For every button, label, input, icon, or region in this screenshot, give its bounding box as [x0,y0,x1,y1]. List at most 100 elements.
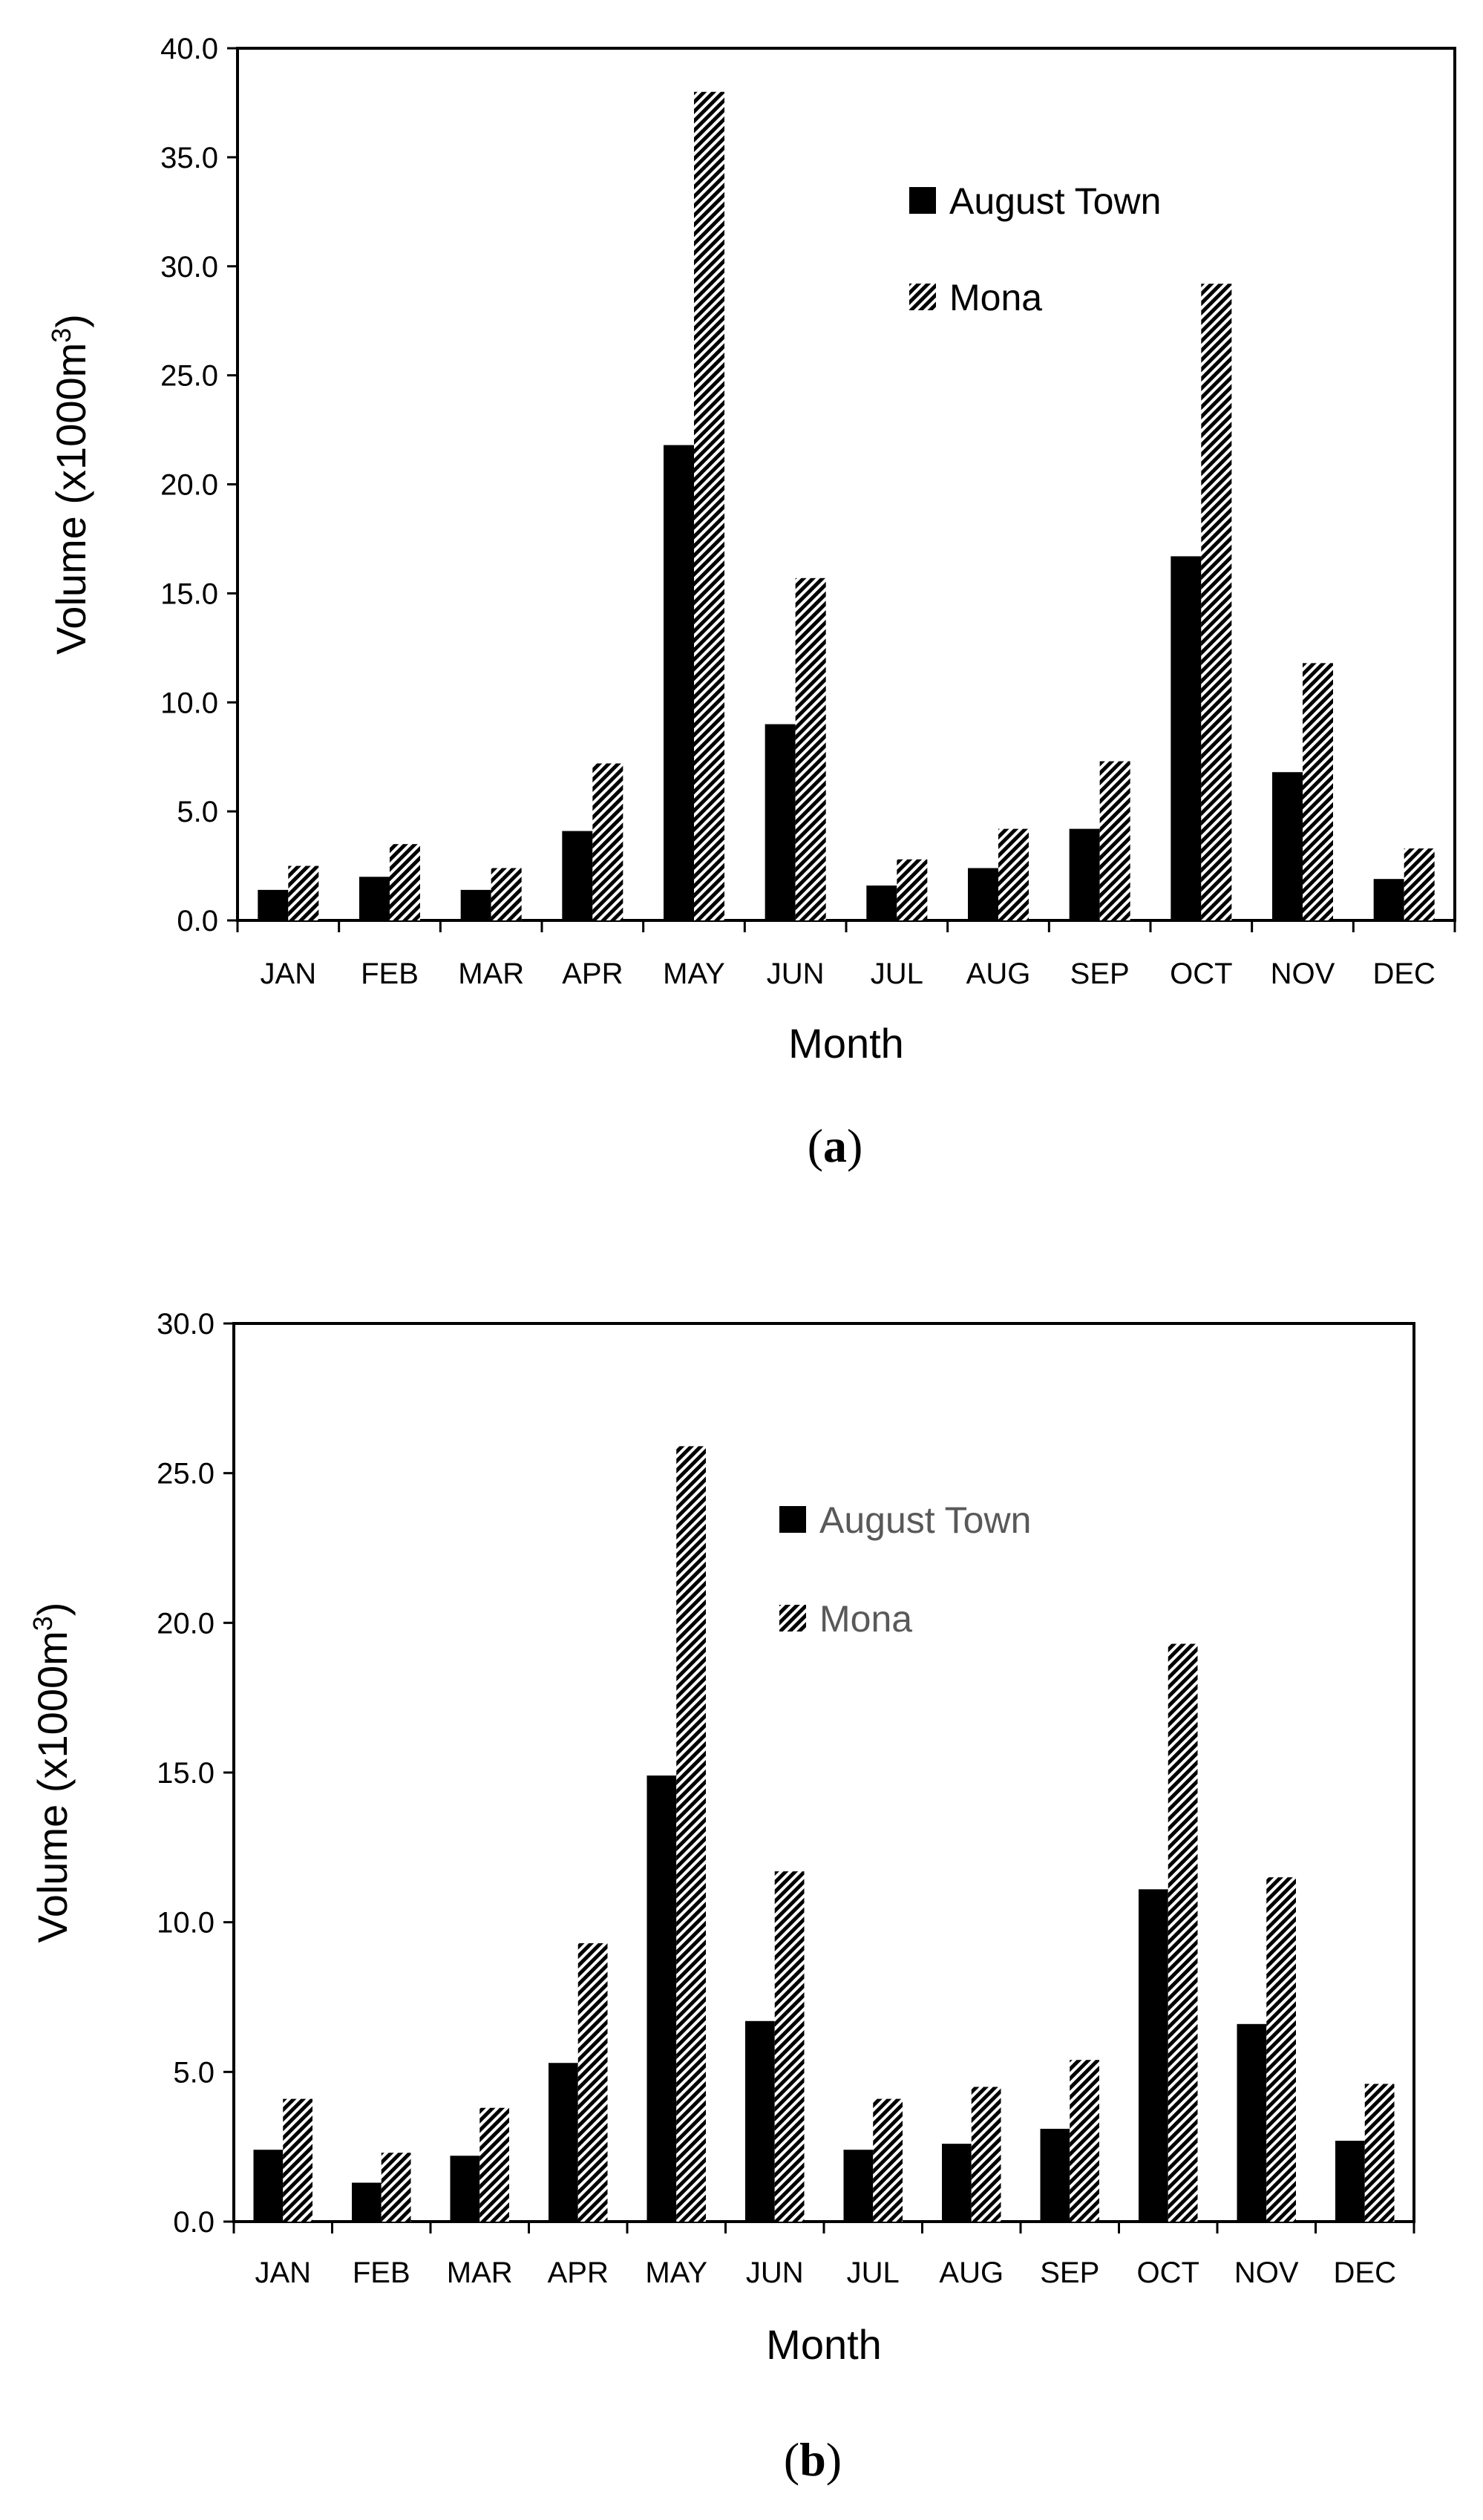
chart-a: 0.0 5.0 10.0 15.0 20.0 25.0 30.0 35.0 40.0 JAN FEB… [46,33,1456,1172]
chart-a-y-tick-label: 20.0 [160,469,218,502]
chart-a-bar-mona-mar [491,868,522,920]
chart-a-legend-swatch-august-town [909,187,936,214]
chart-a-bar-mona-jul [897,859,928,920]
chart-b-bar-august-town-oct [1139,1889,1168,2222]
chart-a-x-tick-label: JUN [767,958,825,990]
chart-b-x-tick-label: JUL [847,2256,900,2289]
chart-a-x-tick-label: DEC [1372,958,1435,990]
chart-b-bar-august-town-aug [942,2144,972,2222]
chart-b-bar-mona-mar [479,2107,509,2222]
chart-b-bar-august-town-sep [1040,2128,1070,2222]
chart-b-y-axis-label: Volume (x1000m3) [27,1603,76,1943]
chart-a-x-tick-label: APR [562,958,623,990]
chart-a-legend-swatch-mona [909,284,936,310]
chart-b-bar-mona-jun [774,1871,805,2222]
chart-a-x-tick-label: SEP [1070,958,1130,990]
chart-b-x-tick-label: MAR [447,2256,513,2289]
chart-a-bar-august-town-sep [1069,828,1100,920]
chart-b-x-tick-label: JUN [746,2256,804,2289]
chart-b-x-tick-label: APR [548,2256,609,2289]
chart-a-panel-label: (a) [808,1119,863,1172]
chart-b-bar-august-town-feb [352,2182,382,2222]
chart-b-bar-mona-dec [1364,2084,1395,2222]
chart-a-bar-mona-aug [998,828,1029,920]
chart-b-bar-august-town-dec [1335,2141,1365,2222]
chart-a-bar-august-town-jul [866,886,897,920]
chart-a-x-tick-label: MAR [458,958,524,990]
chart-a-y-tick-label: 40.0 [160,33,218,65]
chart-b-y-tick-label: 0.0 [173,2206,215,2239]
chart-b-bar-august-town-jul [843,2150,874,2222]
chart-b-x-tick-label: FEB [353,2256,410,2289]
chart-a-y-tick-label: 0.0 [177,905,218,937]
chart-b-bar-august-town-apr [549,2063,578,2222]
chart-b: 0.0 5.0 10.0 15.0 20.0 25.0 30.0 JAN FEB MAR APR MA… [27,1308,1415,2486]
chart-b-bar-mona-aug [971,2087,1001,2222]
chart-b-legend-swatch-mona [779,1605,806,1632]
chart-a-legend-label-mona: Mona [949,277,1042,318]
chart-a-bar-mona-apr [592,763,623,920]
chart-b-bar-august-town-jun [745,2020,775,2222]
chart-b-bar-mona-jul [873,2098,903,2222]
chart-a-bar-mona-jun [795,577,826,920]
chart-b-y-tick-label: 25.0 [157,1458,215,1490]
chart-a-y-tick-label: 35.0 [160,142,218,174]
chart-a-x-tick-label: AUG [966,958,1031,990]
chart-b-bar-august-town-nov [1237,2023,1267,2222]
chart-b-bar-mona-feb [381,2153,411,2222]
chart-a-bar-mona-nov [1303,663,1333,920]
chart-a-bar-august-town-jun [765,724,796,920]
chart-a-bar-mona-may [694,91,724,920]
chart-b-y-tick-label: 15.0 [157,1757,215,1790]
chart-a-bar-mona-jan [288,865,319,920]
chart-a-bar-mona-sep [1099,761,1130,920]
chart-a-x-tick-label: OCT [1170,958,1232,990]
chart-a-bar-august-town-mar [460,889,491,920]
chart-b-x-tick-label: AUG [939,2256,1004,2289]
chart-b-y-tick-label: 10.0 [157,1907,215,1940]
chart-b-bar-mona-jan [283,2098,312,2222]
chart-a-bar-august-town-may [664,445,694,920]
chart-b-bar-august-town-jan [253,2150,284,2222]
chart-b-x-tick-label: JAN [255,2256,311,2289]
chart-a-x-axis-label: Month [788,1020,904,1067]
chart-b-legend-label-mona: Mona [819,1598,912,1640]
chart-b-x-tick-label: DEC [1334,2256,1396,2289]
chart-a-bar-august-town-aug [968,868,998,920]
chart-b-y-tick-label: 5.0 [173,2056,215,2089]
chart-a-legend-label-august-town: August Town [949,180,1161,222]
chart-a-bar-mona-dec [1404,848,1435,920]
chart-a-bar-mona-oct [1201,284,1232,920]
chart-a-x-tick-label: JUL [871,958,923,990]
chart-a-bar-august-town-oct [1171,556,1202,920]
chart-b-x-tick-label: MAY [645,2256,707,2289]
chart-b-panel-label: (b) [784,2433,842,2486]
chart-a-x-tick-label: NOV [1271,958,1335,990]
chart-b-y-tick-label: 30.0 [157,1308,215,1341]
chart-a-y-tick-label: 5.0 [177,796,218,828]
chart-a-bar-mona-feb [390,844,420,920]
chart-a-bar-august-town-feb [359,877,390,920]
chart-b-y-tick-label: 20.0 [157,1607,215,1640]
chart-a-y-tick-label: 15.0 [160,577,218,610]
chart-a-bar-august-town-jan [258,889,289,920]
chart-b-bar-mona-oct [1168,1643,1198,2222]
chart-b-bar-mona-may [676,1446,706,2222]
chart-b-bar-mona-sep [1070,2060,1099,2222]
chart-a-y-axis-label: Volume (x1000m3) [46,314,94,655]
chart-b-legend-label-august-town: August Town [819,1499,1031,1541]
chart-a-y-tick-label: 25.0 [160,360,218,393]
chart-b-bar-mona-apr [577,1943,608,2222]
chart-b-x-tick-label: NOV [1234,2256,1299,2289]
chart-b-bar-august-town-may [646,1776,677,2222]
chart-b-legend-swatch-august-town [779,1506,806,1533]
chart-b-x-tick-label: SEP [1040,2256,1099,2289]
chart-a-x-tick-label: FEB [361,958,419,990]
chart-a-y-tick-label: 30.0 [160,251,218,284]
chart-a-bar-august-town-apr [562,831,593,920]
chart-b-bar-august-town-mar [450,2156,480,2222]
chart-b-bar-mona-nov [1266,1877,1296,2222]
chart-a-x-tick-label: MAY [663,958,725,990]
chart-a-bar-august-town-nov [1272,772,1303,920]
